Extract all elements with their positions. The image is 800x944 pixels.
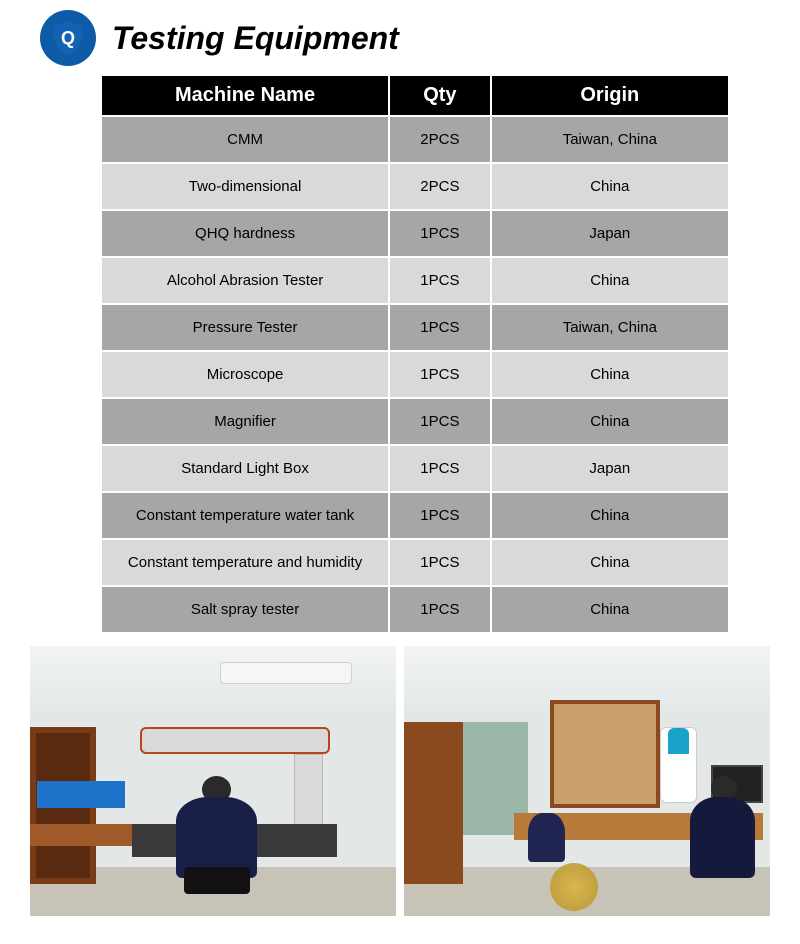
badge-letter: Q xyxy=(61,28,75,48)
cell-origin: China xyxy=(492,493,728,538)
page-header: Q Testing Equipment xyxy=(40,10,780,66)
cell-qty: 1PCS xyxy=(390,258,490,303)
table-row: Constant temperature water tank1PCSChina xyxy=(102,493,728,538)
cell-name: QHQ hardness xyxy=(102,211,388,256)
cell-origin: China xyxy=(492,587,728,632)
cell-name: Standard Light Box xyxy=(102,446,388,491)
cell-name: CMM xyxy=(102,117,388,162)
cell-qty: 2PCS xyxy=(390,164,490,209)
col-header-name: Machine Name xyxy=(102,76,388,115)
lab-photo-1 xyxy=(30,646,396,916)
table-row: Microscope1PCSChina xyxy=(102,352,728,397)
cell-origin: Japan xyxy=(492,446,728,491)
lab-photo-2 xyxy=(404,646,770,916)
table-body: CMM2PCSTaiwan, ChinaTwo-dimensional2PCSC… xyxy=(102,117,728,632)
table-row: QHQ hardness1PCSJapan xyxy=(102,211,728,256)
cell-origin: China xyxy=(492,352,728,397)
col-header-qty: Qty xyxy=(390,76,490,115)
shield-icon: Q xyxy=(52,20,84,56)
photo-row xyxy=(30,646,770,916)
cell-qty: 1PCS xyxy=(390,446,490,491)
page-title: Testing Equipment xyxy=(112,20,399,57)
equipment-table: Machine Name Qty Origin CMM2PCSTaiwan, C… xyxy=(100,74,730,634)
table-header-row: Machine Name Qty Origin xyxy=(102,76,728,115)
cell-name: Magnifier xyxy=(102,399,388,444)
table-row: Standard Light Box1PCSJapan xyxy=(102,446,728,491)
cell-name: Two-dimensional xyxy=(102,164,388,209)
cell-name: Constant temperature and humidity xyxy=(102,540,388,585)
cell-origin: Taiwan, China xyxy=(492,305,728,350)
cell-name: Salt spray tester xyxy=(102,587,388,632)
cell-name: Constant temperature water tank xyxy=(102,493,388,538)
cell-origin: China xyxy=(492,164,728,209)
cell-origin: China xyxy=(492,399,728,444)
table-row: Magnifier1PCSChina xyxy=(102,399,728,444)
cell-origin: China xyxy=(492,258,728,303)
equipment-table-wrap: Machine Name Qty Origin CMM2PCSTaiwan, C… xyxy=(100,74,730,634)
cell-origin: Japan xyxy=(492,211,728,256)
table-row: CMM2PCSTaiwan, China xyxy=(102,117,728,162)
cell-qty: 1PCS xyxy=(390,493,490,538)
cell-name: Alcohol Abrasion Tester xyxy=(102,258,388,303)
cell-qty: 1PCS xyxy=(390,587,490,632)
table-row: Alcohol Abrasion Tester1PCSChina xyxy=(102,258,728,303)
table-row: Two-dimensional2PCSChina xyxy=(102,164,728,209)
q-badge-icon: Q xyxy=(40,10,96,66)
cell-name: Microscope xyxy=(102,352,388,397)
cell-qty: 2PCS xyxy=(390,117,490,162)
cell-name: Pressure Tester xyxy=(102,305,388,350)
table-row: Pressure Tester1PCSTaiwan, China xyxy=(102,305,728,350)
cell-qty: 1PCS xyxy=(390,540,490,585)
col-header-origin: Origin xyxy=(492,76,728,115)
cell-qty: 1PCS xyxy=(390,352,490,397)
table-row: Constant temperature and humidity1PCSChi… xyxy=(102,540,728,585)
table-row: Salt spray tester1PCSChina xyxy=(102,587,728,632)
cell-origin: Taiwan, China xyxy=(492,117,728,162)
cell-qty: 1PCS xyxy=(390,305,490,350)
cell-origin: China xyxy=(492,540,728,585)
cell-qty: 1PCS xyxy=(390,399,490,444)
cell-qty: 1PCS xyxy=(390,211,490,256)
